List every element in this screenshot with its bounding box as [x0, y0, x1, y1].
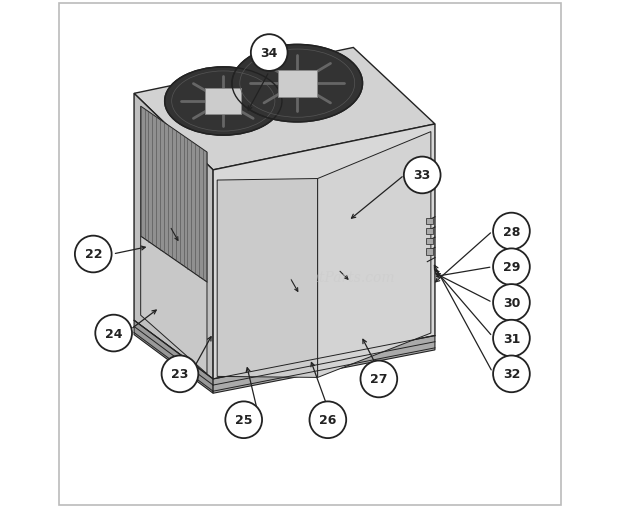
Text: 26: 26: [319, 413, 337, 427]
Text: 34: 34: [260, 47, 278, 60]
Text: 22: 22: [84, 248, 102, 261]
Bar: [427, 218, 433, 224]
Ellipse shape: [165, 68, 282, 136]
Bar: [427, 229, 433, 235]
Circle shape: [162, 356, 198, 392]
Circle shape: [493, 249, 530, 286]
Text: 32: 32: [503, 367, 520, 381]
FancyBboxPatch shape: [278, 70, 317, 98]
Bar: [427, 239, 433, 245]
Text: 30: 30: [503, 296, 520, 309]
Text: 24: 24: [105, 327, 122, 340]
Polygon shape: [134, 94, 213, 379]
Polygon shape: [134, 48, 435, 171]
Text: 31: 31: [503, 332, 520, 345]
Polygon shape: [213, 336, 435, 393]
Polygon shape: [317, 132, 431, 378]
Circle shape: [404, 157, 441, 194]
Circle shape: [493, 356, 530, 392]
Text: 33: 33: [414, 169, 431, 182]
Circle shape: [493, 285, 530, 321]
Circle shape: [493, 213, 530, 250]
Polygon shape: [217, 179, 317, 378]
Text: 28: 28: [503, 225, 520, 238]
Polygon shape: [141, 107, 207, 282]
Circle shape: [309, 402, 346, 438]
Circle shape: [95, 315, 132, 352]
Circle shape: [360, 361, 397, 398]
Circle shape: [225, 402, 262, 438]
Text: 23: 23: [171, 367, 188, 381]
Circle shape: [251, 35, 288, 72]
Polygon shape: [213, 125, 435, 379]
Bar: [427, 249, 433, 255]
Text: 29: 29: [503, 261, 520, 274]
Text: 25: 25: [235, 413, 252, 427]
FancyBboxPatch shape: [205, 89, 241, 115]
Circle shape: [493, 320, 530, 357]
Polygon shape: [141, 237, 207, 374]
Ellipse shape: [232, 45, 363, 123]
Text: eReplacementParts.com: eReplacementParts.com: [224, 270, 396, 285]
Circle shape: [75, 236, 112, 273]
Polygon shape: [134, 321, 213, 393]
Text: 27: 27: [370, 373, 388, 386]
